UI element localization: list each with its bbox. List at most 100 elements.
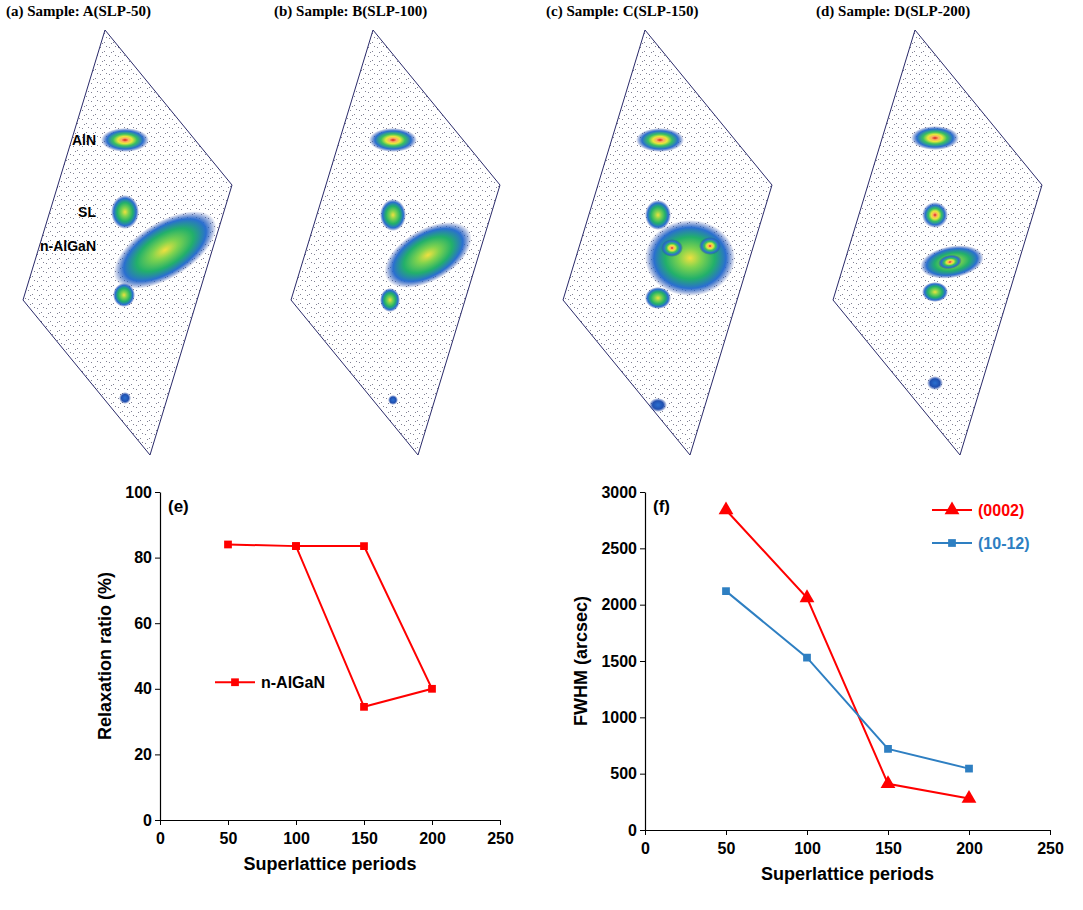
y-tick-label: 2500 bbox=[601, 540, 637, 557]
rsm-peak bbox=[922, 202, 948, 228]
y-tick-label: 80 bbox=[134, 549, 152, 566]
series-marker bbox=[881, 775, 896, 788]
rsm-peak bbox=[380, 199, 406, 231]
y-axis-title: Relaxation ratio (%) bbox=[95, 572, 115, 740]
legend: n-AlGaN bbox=[215, 674, 325, 691]
panel-title: (c) Sample: C(SLP-150) bbox=[546, 3, 698, 20]
x-axis-line bbox=[646, 830, 1051, 831]
rsm-peak bbox=[119, 392, 131, 404]
series-marker bbox=[722, 587, 730, 595]
x-tick: 200 bbox=[419, 820, 446, 847]
y-tick: 0 bbox=[143, 812, 160, 829]
y-tick-label: 100 bbox=[125, 484, 152, 501]
series-marker bbox=[803, 654, 811, 662]
x-tick-mark bbox=[500, 820, 501, 825]
rsm-peak bbox=[937, 253, 963, 271]
legend-label: n-AlGaN bbox=[261, 674, 325, 691]
series-marker bbox=[884, 745, 892, 753]
x-tick-label: 50 bbox=[220, 830, 238, 847]
y-tick: 3000 bbox=[601, 484, 645, 501]
x-tick-mark bbox=[432, 820, 433, 825]
rsm-peak bbox=[927, 376, 943, 390]
x-tick-mark bbox=[228, 820, 229, 825]
y-tick-mark bbox=[640, 492, 645, 493]
panel-title: (d) Sample: D(SLP-200) bbox=[816, 3, 970, 20]
x-tick: 200 bbox=[956, 830, 983, 857]
panel-title: (b) Sample: B(SLP-100) bbox=[274, 3, 427, 20]
x-tick: 150 bbox=[875, 830, 902, 857]
rsm-peak bbox=[699, 237, 721, 255]
y-axis: 050010001500200025003000 bbox=[601, 484, 645, 839]
y-tick-label: 20 bbox=[134, 746, 152, 763]
y-axis-line bbox=[160, 493, 161, 821]
x-tick-label: 250 bbox=[487, 830, 514, 847]
rsm-panel: (b) Sample: B(SLP-100) bbox=[274, 3, 500, 455]
x-tick: 250 bbox=[1037, 830, 1064, 857]
rsm-frame bbox=[833, 30, 1042, 455]
y-axis-line bbox=[645, 493, 646, 831]
x-tick-mark bbox=[1050, 830, 1051, 835]
panel-letter: (f) bbox=[653, 497, 670, 516]
chart: 050100150200250020406080100Relaxation ra… bbox=[95, 484, 514, 874]
legend: (0002)(10-12) bbox=[932, 501, 1030, 552]
y-tick-mark bbox=[640, 661, 645, 662]
rsm-peak bbox=[388, 395, 398, 405]
series-marker bbox=[962, 790, 977, 803]
x-tick-mark bbox=[807, 830, 808, 835]
rsm-frame bbox=[563, 30, 772, 455]
rsm-peak bbox=[922, 282, 948, 302]
x-tick-label: 150 bbox=[875, 840, 902, 857]
y-tick-mark bbox=[155, 623, 160, 624]
legend-marker bbox=[945, 501, 960, 514]
y-tick-label: 0 bbox=[628, 822, 637, 839]
rsm-frame bbox=[23, 30, 232, 455]
x-tick-label: 250 bbox=[1037, 840, 1064, 857]
x-tick: 100 bbox=[794, 830, 821, 857]
x-tick: 50 bbox=[220, 820, 238, 847]
y-tick-mark bbox=[155, 689, 160, 690]
rsm-peak bbox=[636, 128, 684, 152]
rsm-peak bbox=[918, 241, 987, 284]
peak-label: AlN bbox=[72, 132, 96, 148]
x-tick-label: 100 bbox=[283, 830, 310, 847]
y-tick: 40 bbox=[134, 680, 160, 697]
rsm-peak bbox=[369, 128, 417, 152]
y-tick: 2000 bbox=[601, 596, 645, 613]
x-tick: 0 bbox=[156, 820, 165, 847]
y-tick-mark bbox=[640, 605, 645, 606]
x-tick-mark bbox=[364, 820, 365, 825]
x-axis: 0 50 100 150 200 250 bbox=[641, 830, 1064, 857]
y-tick-label: 1500 bbox=[601, 653, 637, 670]
rsm-panel: (a) Sample: A(SLP-50)AlNSLn-AlGaN bbox=[6, 3, 232, 455]
series-marker bbox=[224, 541, 232, 549]
y-tick-label: 3000 bbox=[601, 484, 637, 501]
legend-marker bbox=[948, 539, 956, 547]
x-tick-label: 0 bbox=[641, 840, 650, 857]
y-tick-mark bbox=[155, 820, 160, 821]
y-tick: 1500 bbox=[601, 653, 645, 670]
series-marker bbox=[360, 542, 368, 550]
y-tick-label: 40 bbox=[134, 680, 152, 697]
y-tick-label: 1000 bbox=[601, 709, 637, 726]
x-tick-mark bbox=[888, 830, 889, 835]
series-line bbox=[726, 510, 969, 798]
y-tick: 60 bbox=[134, 615, 160, 632]
x-tick-label: 50 bbox=[718, 840, 736, 857]
y-tick-label: 2000 bbox=[601, 596, 637, 613]
x-tick-mark bbox=[160, 820, 161, 825]
x-axis-line bbox=[161, 820, 501, 821]
series-marker bbox=[428, 685, 436, 693]
y-tick-mark bbox=[640, 774, 645, 775]
x-tick-label: 0 bbox=[156, 830, 165, 847]
y-axis-title: FWHM (arcsec) bbox=[571, 596, 591, 726]
series-line bbox=[228, 544, 432, 706]
rsm-peak bbox=[380, 288, 400, 312]
rsm-peak bbox=[111, 195, 139, 229]
series-marker bbox=[719, 501, 734, 514]
series-marker bbox=[360, 703, 368, 711]
x-tick: 250 bbox=[487, 820, 514, 847]
y-tick: 0 bbox=[628, 822, 645, 839]
x-tick: 100 bbox=[283, 820, 310, 847]
x-tick-label: 200 bbox=[419, 830, 446, 847]
y-tick-mark bbox=[640, 830, 645, 831]
